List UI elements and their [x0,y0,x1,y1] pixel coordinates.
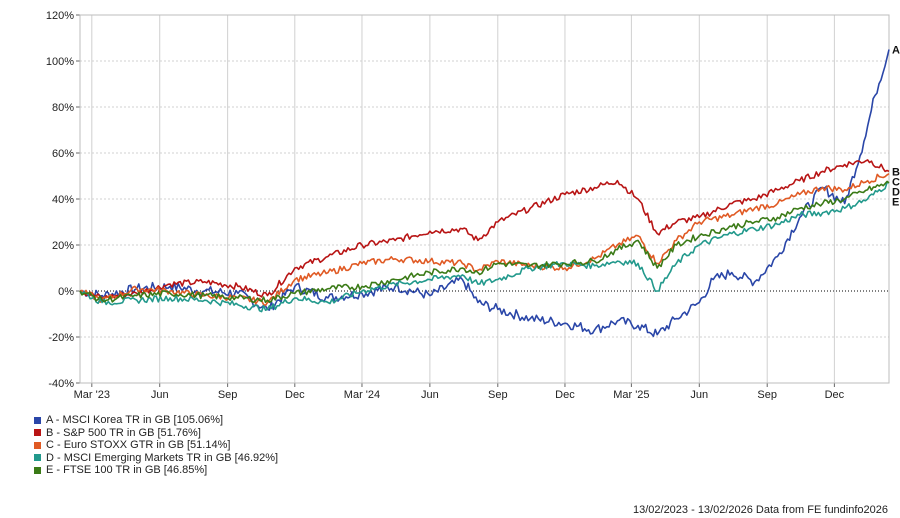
legend-label: C - Euro STOXX GTR in GB [51.14%] [46,439,231,451]
legend-swatch [34,466,41,474]
series-line-a [79,49,890,338]
legend-swatch [34,454,41,462]
series-end-label: A [892,45,900,57]
x-tick-label: Jun [421,389,439,400]
y-tick-label: -20% [48,332,74,344]
x-tick-label: Dec [285,389,305,400]
x-tick-label: Mar '24 [344,389,380,400]
x-tick-label: Sep [757,389,777,400]
x-tick-label: Jun [690,389,708,400]
legend-label: B - S&P 500 TR in GB [51.76%] [46,426,201,439]
series-line-b [79,159,890,300]
y-tick-label: 80% [52,102,74,114]
y-tick-label: 0% [58,286,74,298]
series-end-label: B [892,166,900,178]
legend-item: B - S&P 500 TR in GB [51.76%] [34,427,278,440]
y-tick-label: -40% [48,378,74,390]
legend-swatch [34,441,41,449]
legend-item: D - MSCI Emerging Markets TR in GB [46.9… [34,452,278,465]
plot-frame [79,14,890,384]
x-tick-label: Dec [555,389,575,400]
x-tick-label: Mar '23 [74,389,110,400]
series-line-d [79,181,890,313]
y-tick-label: 40% [52,194,74,206]
series-end-label: D [892,186,900,198]
x-tick-label: Sep [488,389,508,400]
legend-item: E - FTSE 100 TR in GB [46.85%] [34,464,278,477]
series-end-label: C [892,176,900,188]
series-line-e [79,180,890,304]
x-tick-label: Sep [218,389,238,400]
line-chart: 120% 100% 80% 60% 40% 20% 0% -20% -40%Mar '23 Jun… [46,10,900,400]
y-tick-label: 120% [46,10,74,22]
y-tick-label: 20% [52,240,74,252]
x-tick-label: Jun [151,389,169,400]
legend-item: A - MSCI Korea TR in GB [105.06%] [34,414,278,427]
x-tick-label: Mar '25 [613,389,649,400]
series-lines [79,49,890,338]
footer-source: 13/02/2023 - 13/02/2026 Data from FE fun… [632,504,888,516]
x-tick-label: Dec [825,389,845,400]
y-tick-label: 60% [52,148,74,160]
axes: 120% 100% 80% 60% 40% 20% 0% -20% -40%Mar '23 Jun… [46,10,890,400]
legend: A - MSCI Korea TR in GB [105.06%] B - S&P… [34,414,278,477]
legend-item: C - Euro STOXX GTR in GB [51.14%] [34,439,278,452]
y-tick-label: 100% [46,56,74,68]
legend-label: D - MSCI Emerging Markets TR in GB [46.9… [46,451,279,464]
series-end-label: E [892,196,899,208]
grid [80,14,889,384]
legend-swatch [34,429,41,437]
legend-label: E - FTSE 100 TR in GB [46.85%] [46,464,208,476]
legend-swatch [34,416,41,424]
legend-label: A - MSCI Korea TR in GB [105.06%] [46,414,224,426]
